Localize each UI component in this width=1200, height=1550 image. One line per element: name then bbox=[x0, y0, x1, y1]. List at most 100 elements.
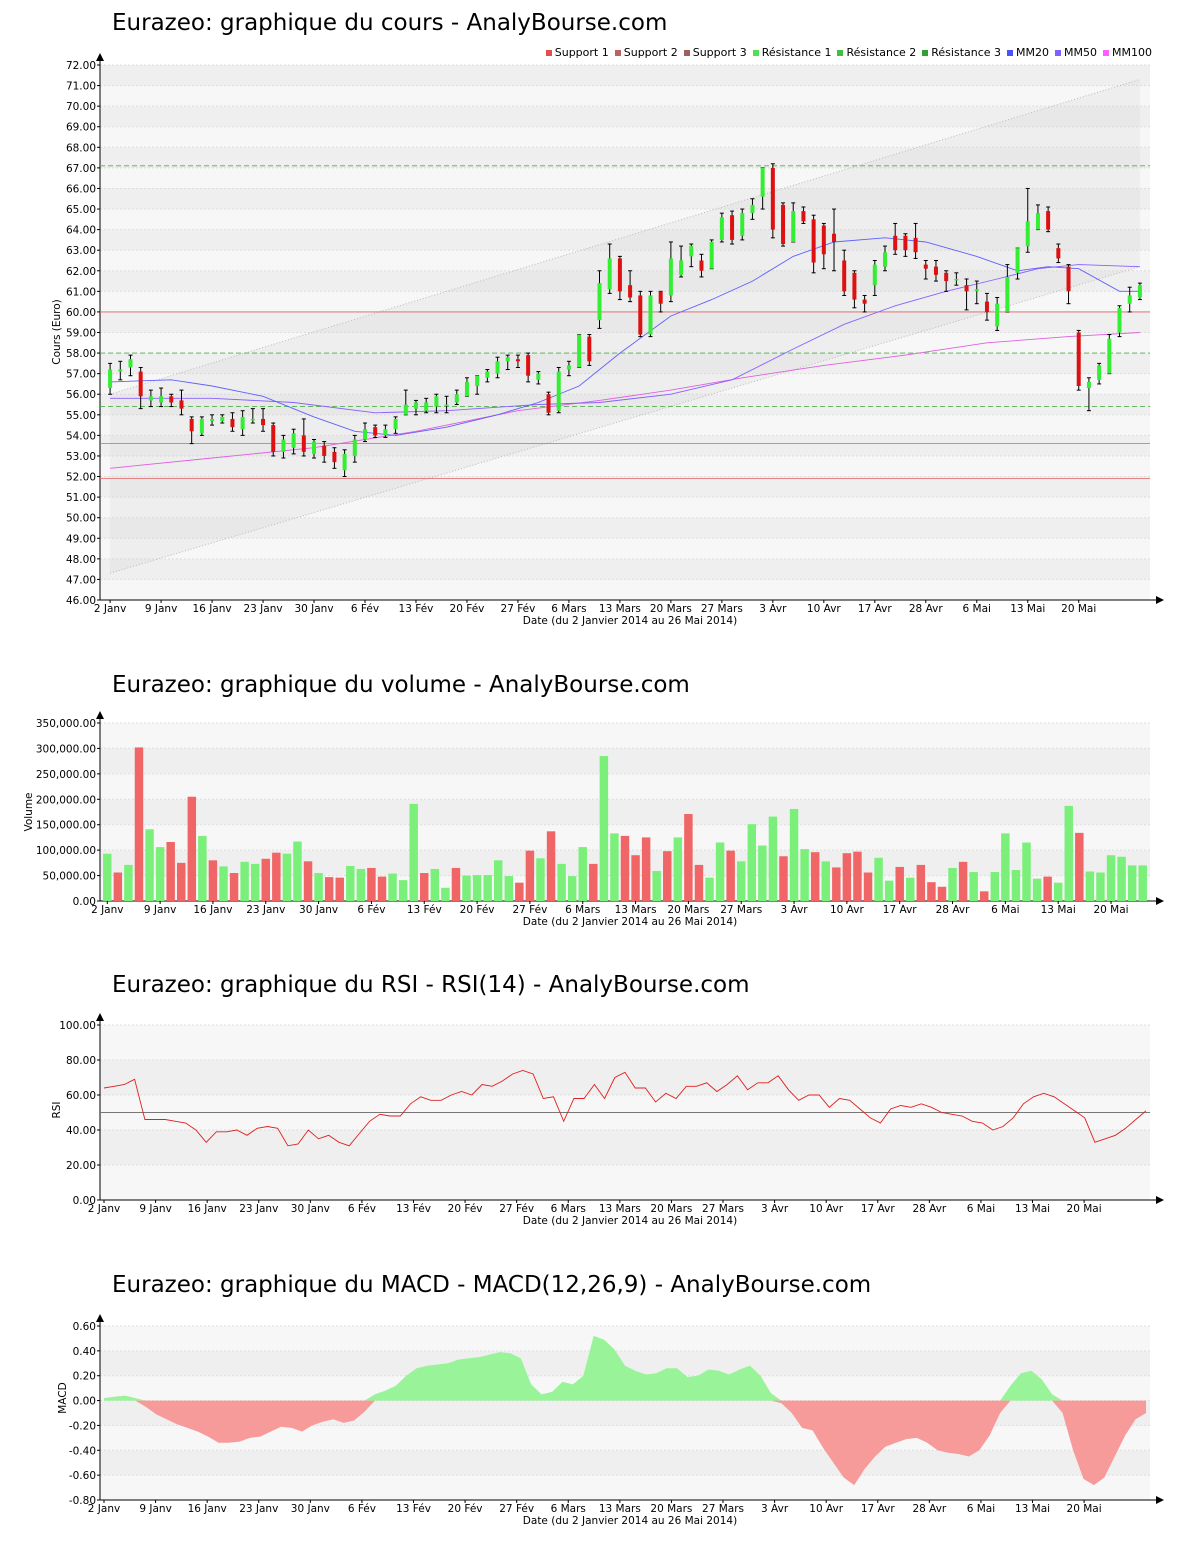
grid-band bbox=[100, 1165, 1150, 1200]
volume-bar bbox=[124, 864, 133, 901]
x-tick-label: 13 Mars bbox=[615, 904, 657, 916]
price-panel: Eurazeo: graphique du cours - AnalyBours… bbox=[0, 0, 1200, 640]
x-tick-label: 20 Mars bbox=[650, 603, 692, 615]
grid-band bbox=[100, 558, 1150, 580]
price-chart-title: Eurazeo: graphique du cours - AnalyBours… bbox=[112, 10, 668, 36]
candle-body bbox=[454, 394, 459, 403]
candle-body bbox=[872, 264, 877, 286]
y-tick-label: 67.00 bbox=[66, 163, 96, 175]
x-tick-label: 20 Fév bbox=[448, 1203, 483, 1215]
grid-band bbox=[100, 353, 1150, 374]
macd-negative-area bbox=[104, 1400, 1146, 1486]
legend-swatch bbox=[837, 49, 844, 56]
grid-band bbox=[100, 517, 1150, 539]
x-tick-label: 10 Avr bbox=[809, 1203, 843, 1215]
x-axis-title: Date (du 2 Janvier 2014 au 26 Mai 2014) bbox=[523, 1515, 737, 1527]
y-tick-label: 47.00 bbox=[66, 574, 96, 586]
volume-bar bbox=[177, 862, 186, 901]
y-tick-label: 65.00 bbox=[66, 204, 96, 216]
y-tick-label: 55.00 bbox=[66, 410, 96, 422]
y-axis-title: RSI bbox=[51, 1101, 63, 1118]
candle-body bbox=[108, 369, 113, 389]
volume-bar bbox=[736, 861, 746, 901]
price-chart: 46.00 47.00 48.00 49.00 50.00 51.00 52.00 53.00… bbox=[51, 53, 1164, 627]
volume-bar bbox=[346, 865, 355, 901]
candle-body bbox=[852, 272, 857, 300]
y-tick-label: 71.00 bbox=[66, 81, 96, 93]
candle-body bbox=[862, 299, 867, 304]
candle-body bbox=[679, 260, 684, 275]
grid-band bbox=[100, 250, 1150, 271]
y-tick-label: 50,000.00 bbox=[43, 871, 96, 883]
volume-bar bbox=[229, 873, 239, 901]
y-tick-label: 70.00 bbox=[66, 101, 96, 113]
candle-body bbox=[1035, 213, 1040, 230]
grid-band bbox=[100, 1326, 1150, 1351]
candle-body bbox=[322, 445, 327, 456]
candle-body bbox=[566, 365, 571, 370]
legend-label: Résistance 2 bbox=[846, 46, 917, 59]
macd-chart: -0.80 -0.60 -0.40 -0.20 0.00 0.20 0.40 0.60 2 Ja… bbox=[57, 1314, 1164, 1527]
y-tick-label: 62.00 bbox=[66, 266, 96, 278]
x-tick-label: 10 Avr bbox=[807, 603, 841, 615]
grid-band bbox=[100, 435, 1150, 456]
volume-bar bbox=[1106, 855, 1116, 901]
volume-bar bbox=[187, 796, 197, 901]
candle-body bbox=[352, 439, 357, 456]
candle-body bbox=[312, 441, 317, 454]
volume-bar bbox=[631, 855, 640, 901]
y-axis-arrow bbox=[96, 711, 104, 719]
y-tick-label: 100.00 bbox=[59, 1020, 96, 1032]
y-tick-label: 100,000.00 bbox=[36, 845, 96, 857]
legend-label: MM100 bbox=[1112, 46, 1152, 59]
candle-body bbox=[628, 285, 633, 298]
candle-body bbox=[1066, 266, 1071, 292]
x-tick-label: 20 Mai bbox=[1061, 603, 1096, 615]
candle-body bbox=[546, 394, 551, 413]
volume-bar bbox=[990, 872, 1000, 901]
volume-bar bbox=[134, 747, 144, 901]
legend-item: Support 3 bbox=[683, 46, 747, 59]
volume-bar bbox=[1127, 865, 1137, 901]
volume-bar bbox=[1064, 805, 1073, 901]
candle-body bbox=[1137, 285, 1142, 298]
grid-band bbox=[100, 579, 1150, 600]
x-tick-label: 23 Janv bbox=[246, 904, 285, 916]
candle-body bbox=[903, 235, 908, 251]
volume-bar bbox=[198, 835, 207, 901]
candle-body bbox=[1127, 295, 1132, 304]
x-tick-label: 6 Mars bbox=[551, 603, 586, 615]
y-tick-label: -0.40 bbox=[69, 1445, 96, 1457]
volume-bar bbox=[493, 860, 503, 901]
candle-body bbox=[332, 451, 337, 463]
candle-body bbox=[240, 416, 245, 430]
trend-channel bbox=[110, 79, 1140, 574]
volume-bar bbox=[113, 872, 123, 901]
y-axis-title: Cours (Euro) bbox=[51, 299, 63, 365]
legend-item: MM100 bbox=[1103, 46, 1152, 59]
x-tick-label: 16 Janv bbox=[193, 603, 232, 615]
candle-body bbox=[301, 435, 306, 452]
grid-band bbox=[100, 311, 1150, 333]
x-tick-label: 2 Janv bbox=[88, 1203, 120, 1215]
volume-bar bbox=[620, 835, 630, 901]
volume-bar bbox=[145, 829, 154, 901]
volume-bar bbox=[747, 824, 757, 901]
candle-body bbox=[658, 291, 663, 304]
y-axis-title: MACD bbox=[57, 1382, 69, 1413]
candle-body bbox=[403, 404, 408, 415]
volume-bar bbox=[398, 880, 408, 901]
candle-body bbox=[281, 439, 286, 452]
volume-bar bbox=[768, 816, 778, 901]
x-axis-arrow bbox=[1156, 897, 1164, 905]
volume-bar bbox=[779, 856, 788, 901]
grid-band bbox=[100, 455, 1150, 477]
candle-body bbox=[169, 396, 174, 403]
legend-swatch bbox=[614, 49, 621, 56]
grid-band bbox=[100, 106, 1150, 127]
volume-bar bbox=[103, 853, 112, 901]
grid-band bbox=[100, 394, 1150, 415]
x-axis-arrow bbox=[1156, 1196, 1164, 1204]
candle-body bbox=[179, 400, 184, 409]
grid-band bbox=[100, 748, 1150, 774]
